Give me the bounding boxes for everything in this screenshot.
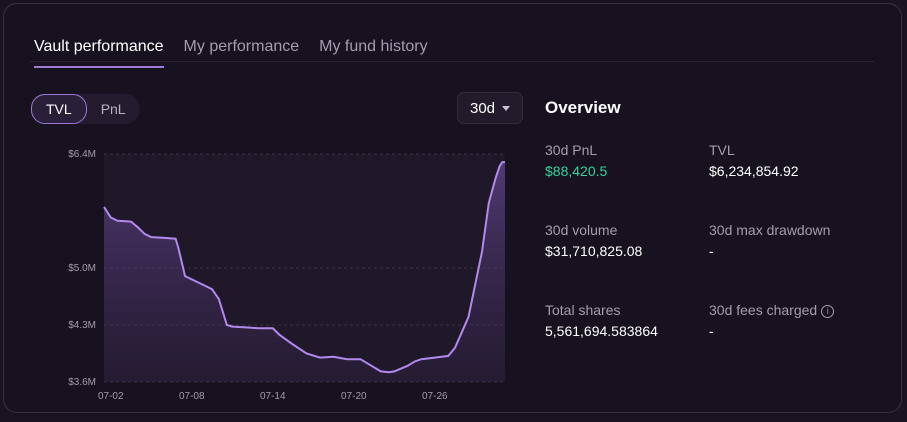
info-icon[interactable]: i — [821, 305, 835, 318]
stat-value-30d-fees-charged: - — [709, 323, 714, 339]
y-tick-label: $6.4M — [68, 149, 96, 160]
stat-value-total-shares: 5,561,694.583864 — [545, 323, 658, 339]
stat-value-30d-pnl: $88,420.5 — [545, 163, 608, 179]
stat-label-30d-max-drawdown: 30d max drawdown — [709, 222, 831, 238]
tab-vault-performance[interactable]: Vault performance — [34, 38, 164, 68]
stat-value-30d-volume: $31,710,825.08 — [545, 243, 643, 259]
stat-label-30d-volume: 30d volume — [545, 222, 618, 238]
y-tick-label: $5.0M — [68, 263, 96, 274]
x-tick-label: 07-14 — [260, 391, 286, 402]
stat-label-tvl: TVL — [709, 142, 735, 158]
tab-bar: Vault performance My performance My fund… — [34, 38, 448, 68]
toggle-tvl-button[interactable]: TVL — [31, 94, 87, 124]
x-tick-label: 07-26 — [422, 391, 448, 402]
metric-toggle: TVL PnL — [31, 94, 140, 124]
y-tick-label: $4.3M — [68, 320, 96, 331]
overview-title: Overview — [545, 98, 621, 117]
range-value: 30d — [469, 99, 496, 117]
x-tick-label: 07-02 — [98, 391, 124, 402]
stat-value-30d-max-drawdown: - — [709, 243, 714, 259]
chevron-down-icon — [502, 105, 511, 111]
x-tick-label: 07-20 — [341, 391, 367, 402]
tvl-chart: $6.4M $5.0M $4.3M $3.6M 07-02 07-08 07-14 07-2… — [68, 149, 505, 402]
tabs-divider — [30, 61, 874, 62]
y-tick-label: $3.6M — [68, 377, 96, 388]
x-tick-label: 07-08 — [179, 391, 205, 402]
toggle-pnl-button[interactable]: PnL — [100, 101, 126, 117]
tvl-line — [103, 161, 505, 374]
stat-value-tvl: $6,234,854.92 — [709, 163, 799, 179]
tvl-area — [104, 162, 505, 382]
stat-label-total-shares: Total shares — [545, 302, 621, 318]
stat-label-30d-pnl: 30d PnL — [545, 142, 598, 158]
stat-label-30d-fees-charged: 30d fees charged i — [709, 302, 835, 318]
tab-my-performance[interactable]: My performance — [183, 38, 300, 55]
tab-my-fund-history[interactable]: My fund history — [319, 38, 428, 55]
fees-label-text: 30d fees charged — [709, 302, 818, 318]
range-dropdown[interactable]: 30d — [457, 92, 523, 124]
